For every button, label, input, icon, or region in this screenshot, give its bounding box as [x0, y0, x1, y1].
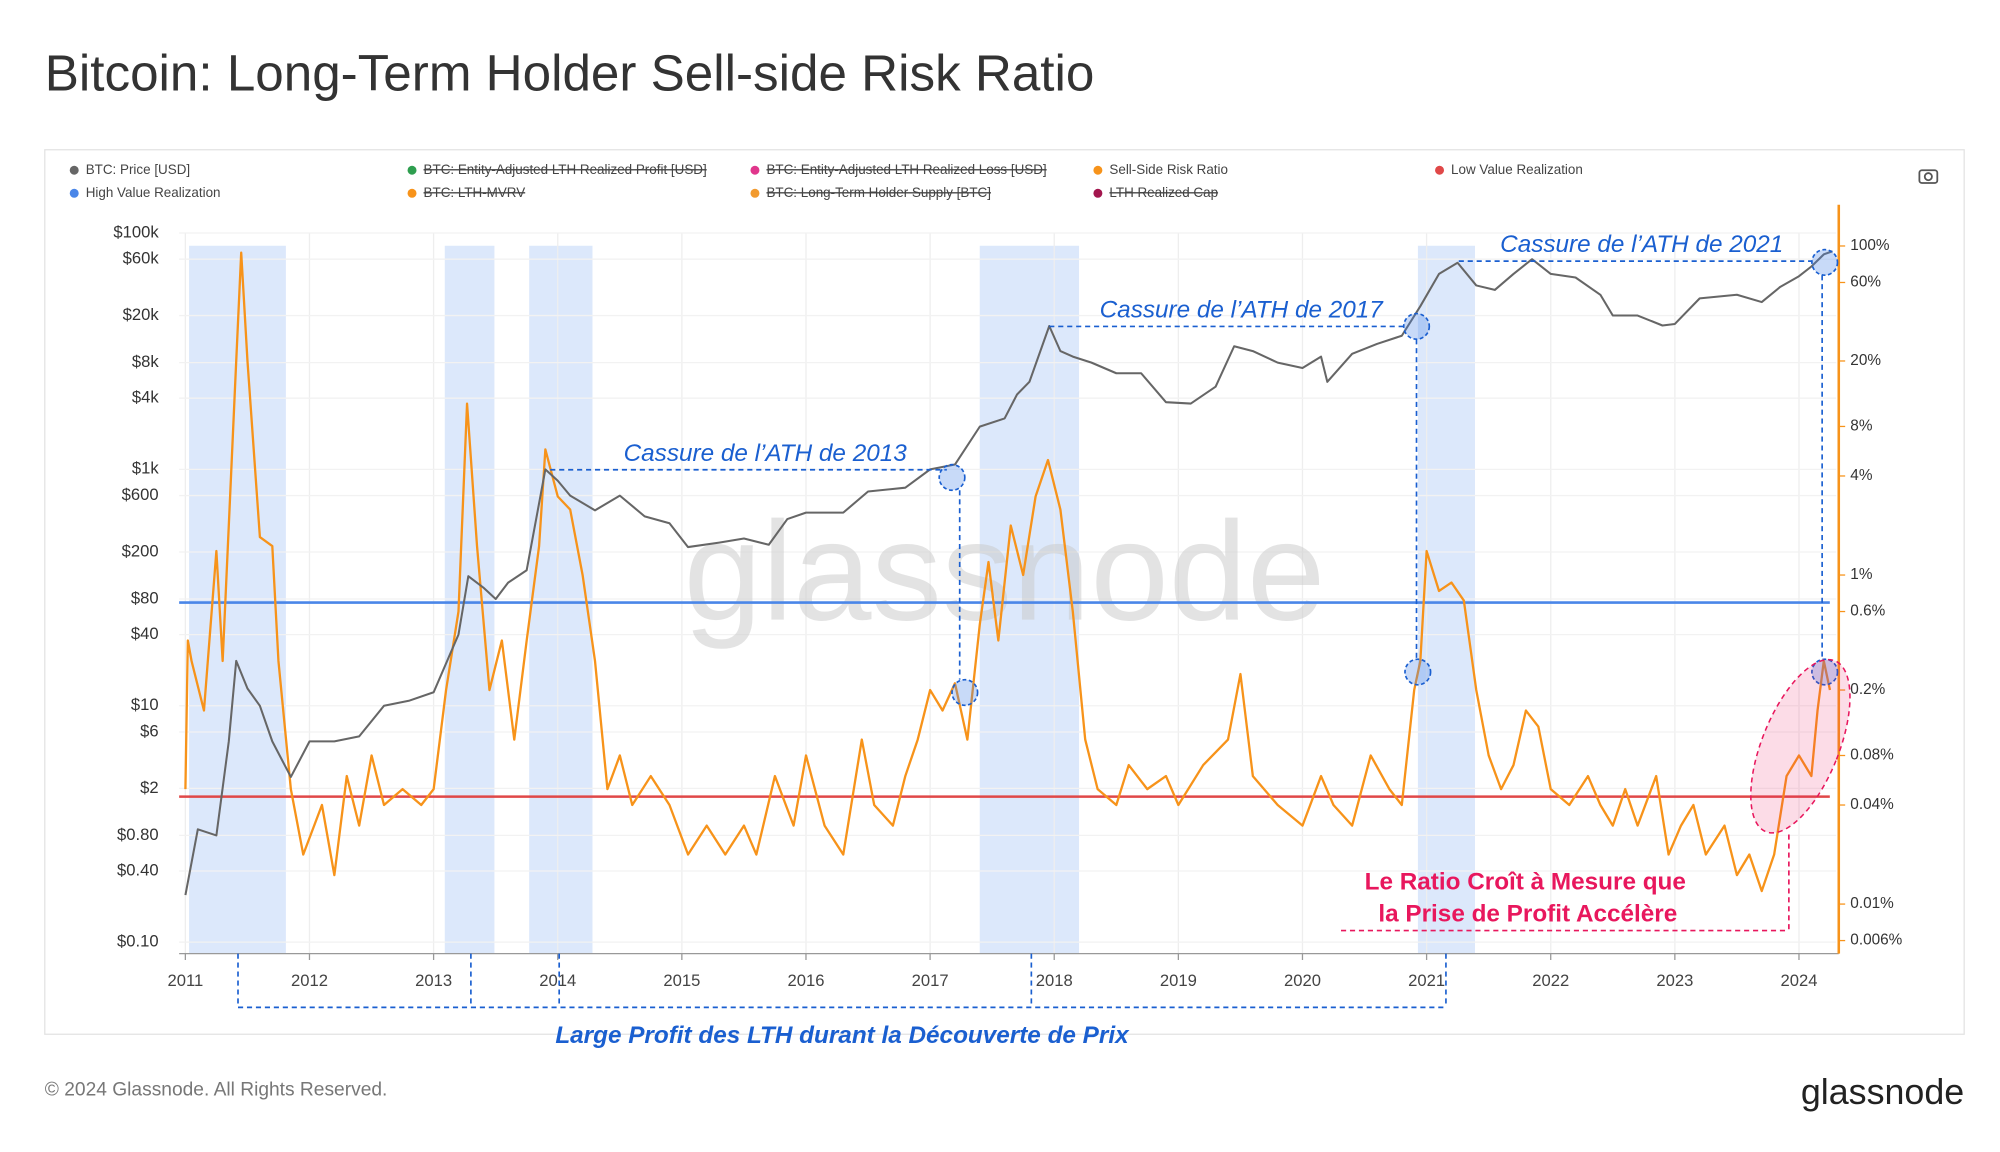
annotation: Large Profit des LTH durant la Découvert…: [555, 1022, 1130, 1049]
x-tick-label: 2018: [1036, 971, 1073, 990]
watermark: glassnode: [684, 493, 1326, 650]
annotation: la Prise de Profit Accélère: [1378, 901, 1677, 928]
annotation-circle: [951, 678, 979, 707]
highlight-ellipse: [1750, 658, 1851, 834]
legend-label: Sell-Side Risk Ratio: [1109, 162, 1228, 177]
y-tick-label: $80: [131, 588, 159, 607]
annotation: Cassure de l’ATH de 2021: [1500, 231, 1783, 258]
legend-item[interactable]: Low Value Realization: [1435, 162, 1583, 177]
annotation: Le Ratio Croît à Mesure que: [1365, 869, 1686, 896]
x-tick-label: 2020: [1284, 971, 1321, 990]
series-line: [184, 250, 1833, 896]
x-tick-label: 2012: [291, 971, 328, 990]
y2-tick-label: 100%: [1850, 237, 1890, 254]
y-tick-label: $600: [122, 485, 159, 504]
y-tick-label: $0.80: [117, 825, 159, 844]
y-tick-label: $0.10: [117, 932, 159, 951]
annotation-circle: [1811, 658, 1839, 686]
annotation: Cassure de l’ATH de 2013: [624, 440, 908, 467]
x-tick-label: 2022: [1532, 971, 1569, 990]
legend-item[interactable]: Sell-Side Risk Ratio: [1093, 162, 1228, 177]
y-tick-label: $10: [131, 695, 159, 714]
legend-swatch: [407, 188, 417, 198]
x-tick-label: 2019: [1160, 971, 1197, 990]
y2-tick-label: 20%: [1850, 352, 1881, 369]
legend-label: BTC: Long-Term Holder Supply [BTC]: [766, 185, 990, 200]
y-tick-label: $200: [122, 541, 159, 560]
y-tick-label: $100k: [113, 222, 159, 241]
camera-lens: [1923, 172, 1933, 182]
legend-item[interactable]: LTH Realized Cap: [1093, 185, 1218, 200]
camera-icon[interactable]: [1918, 169, 1939, 184]
y2-tick-label: 0.04%: [1850, 796, 1894, 813]
x-tick-label: 2021: [1408, 971, 1445, 990]
y2-tick-label: 0.006%: [1850, 932, 1902, 949]
y2-tick-label: 0.6%: [1850, 603, 1885, 620]
y2-tick-label: 0.08%: [1850, 747, 1894, 764]
y2-tick-label: 0.01%: [1850, 895, 1894, 912]
shaded-span: [529, 245, 593, 954]
x-tick-label: 2016: [787, 971, 824, 990]
y-tick-label: $1k: [132, 459, 159, 478]
y-tick-label: $8k: [132, 352, 159, 371]
x-tick-label: 2015: [663, 971, 700, 990]
legend-label: Low Value Realization: [1451, 162, 1583, 177]
footer: © 2024 Glassnode. All Rights Reserved.: [45, 1080, 388, 1101]
legend-swatch: [407, 165, 417, 175]
legend-item[interactable]: BTC: LTH-MVRV: [407, 185, 526, 200]
y2-tick-label: 60%: [1850, 274, 1881, 291]
y2-tick-label: 0.2%: [1850, 681, 1885, 698]
y2-tick-label: 8%: [1850, 418, 1873, 435]
annotation-circle: [938, 463, 966, 492]
y-tick-label: $40: [131, 624, 159, 643]
legend-swatch: [1435, 165, 1445, 175]
legend-swatch: [750, 188, 760, 198]
camera-body: [1918, 169, 1939, 184]
y-tick-label: $0.40: [117, 860, 159, 879]
legend-label: LTH Realized Cap: [1109, 185, 1218, 200]
legend-label: BTC: Price [USD]: [86, 162, 190, 177]
y-tick-label: $60k: [123, 249, 160, 268]
legend-label: BTC: Entity-Adjusted LTH Realized Loss […: [766, 162, 1046, 177]
x-tick-label: 2013: [415, 971, 452, 990]
legend-item[interactable]: BTC: Entity-Adjusted LTH Realized Profit…: [407, 162, 707, 177]
legend-swatch: [1093, 188, 1103, 198]
x-tick-label: 2023: [1656, 971, 1693, 990]
legend-swatch: [69, 165, 79, 175]
legend-item[interactable]: BTC: Price [USD]: [69, 162, 190, 177]
legend-label: High Value Realization: [86, 185, 221, 200]
chart-title: Bitcoin: Long-Term Holder Sell-side Risk…: [45, 44, 1095, 101]
y-tick-label: $6: [140, 721, 158, 740]
x-tick-label: 2014: [539, 971, 576, 990]
legend-item[interactable]: High Value Realization: [69, 185, 221, 200]
legend-swatch: [750, 165, 760, 175]
y-tick-label: $2: [140, 778, 158, 797]
shaded-span: [444, 245, 495, 954]
annotation-circle: [1811, 248, 1839, 277]
x-tick-label: 2011: [167, 971, 203, 990]
legend-label: BTC: LTH-MVRV: [424, 185, 526, 200]
annotation: Cassure de l’ATH de 2017: [1100, 296, 1385, 323]
annotation-circle: [1402, 312, 1431, 341]
legend-item[interactable]: BTC: Long-Term Holder Supply [BTC]: [750, 185, 991, 200]
y2-tick-label: 4%: [1850, 467, 1873, 484]
y-tick-label: $20k: [123, 305, 160, 324]
x-tick-label: 2024: [1780, 971, 1817, 990]
legend-swatch: [1093, 165, 1103, 175]
annotation-circle: [1404, 658, 1432, 686]
y2-tick-label: 1%: [1850, 566, 1873, 583]
brand-logo: glassnode: [1801, 1072, 1964, 1112]
y-tick-label: $4k: [132, 388, 159, 407]
x-tick-label: 2017: [912, 971, 949, 990]
legend-swatch: [69, 188, 79, 198]
legend-item[interactable]: BTC: Entity-Adjusted LTH Realized Loss […: [750, 162, 1047, 177]
legend-label: BTC: Entity-Adjusted LTH Realized Profit…: [424, 162, 707, 177]
series-line: [184, 251, 1832, 893]
